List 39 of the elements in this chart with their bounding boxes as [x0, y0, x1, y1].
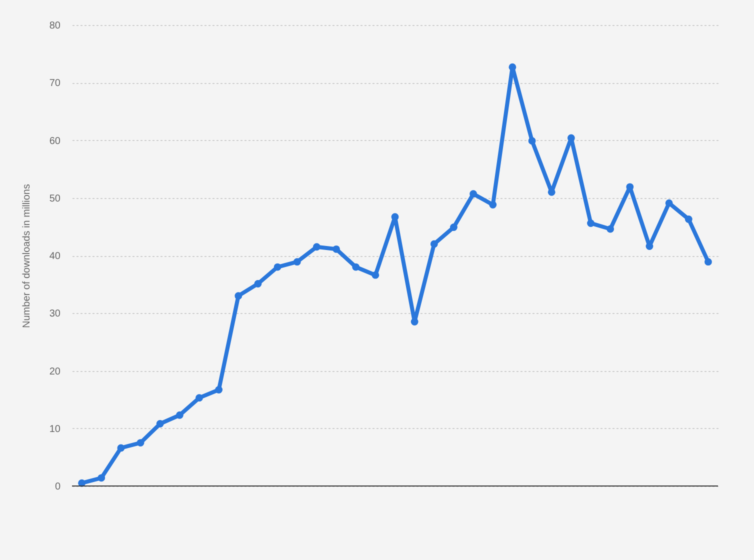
y-axis-title: Number of downloads in millions — [21, 184, 32, 328]
point — [156, 420, 164, 428]
y-tick-label: 40 — [49, 251, 61, 262]
point — [528, 137, 536, 145]
point — [684, 215, 692, 223]
y-tick-label: 80 — [49, 20, 61, 32]
point — [606, 225, 614, 233]
y-tick-label: 70 — [49, 78, 61, 90]
y-tick-label: 60 — [49, 136, 61, 147]
point — [176, 411, 184, 419]
point — [98, 474, 106, 482]
point — [274, 263, 282, 271]
point — [254, 280, 262, 288]
point — [196, 394, 203, 402]
point — [470, 190, 478, 198]
point — [508, 63, 516, 71]
point — [372, 271, 380, 279]
point — [215, 386, 223, 394]
point — [312, 243, 320, 251]
point — [430, 240, 438, 248]
point — [704, 258, 712, 266]
point — [234, 292, 242, 300]
point — [352, 263, 360, 271]
point — [587, 220, 594, 227]
point — [567, 134, 575, 142]
point — [117, 444, 125, 452]
point — [136, 439, 144, 446]
y-tick-label: 30 — [49, 308, 61, 320]
point — [646, 242, 654, 250]
point — [332, 245, 340, 253]
point — [489, 201, 497, 208]
point — [410, 318, 418, 326]
point — [665, 199, 673, 207]
point — [293, 258, 301, 266]
y-tick-label: 10 — [49, 424, 61, 435]
point — [450, 224, 458, 231]
y-tick-label: 20 — [49, 366, 61, 378]
y-tick-label: 50 — [49, 193, 61, 204]
y-tick-label: 0 — [54, 482, 61, 492]
